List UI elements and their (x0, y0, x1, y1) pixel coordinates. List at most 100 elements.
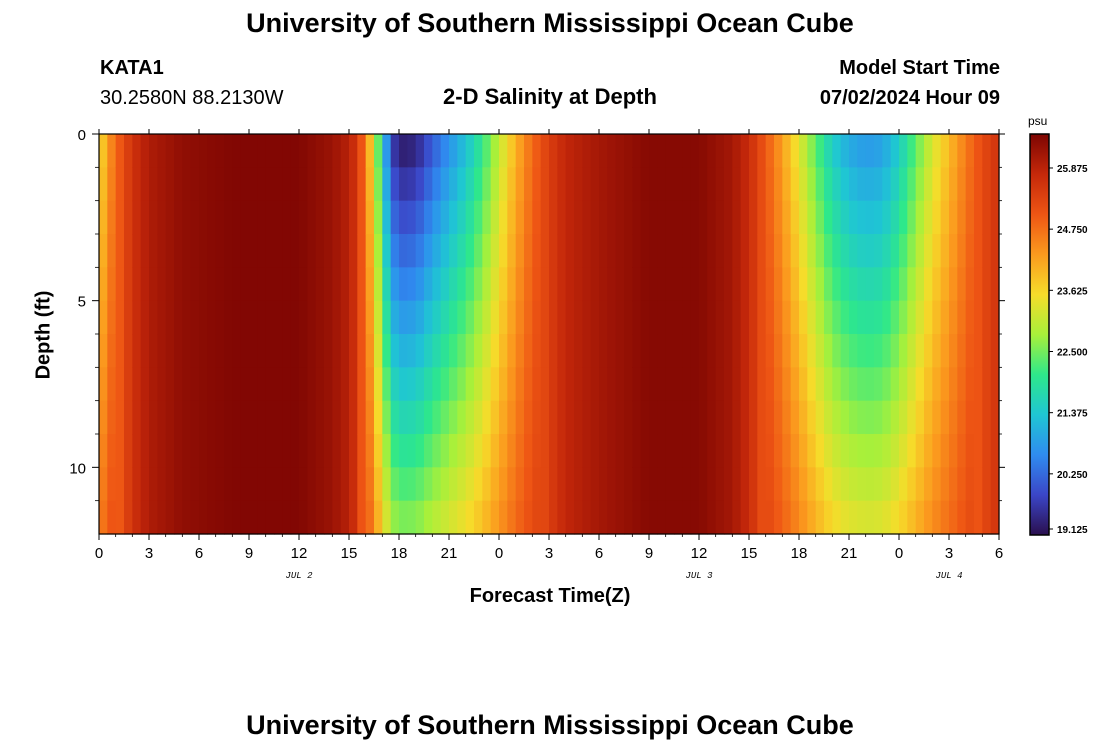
heatmap-cell (465, 167, 475, 202)
day-label: JUL 2 (285, 571, 313, 581)
heatmap-cell (165, 467, 175, 502)
heatmap-cell (207, 434, 217, 468)
heatmap-cell (907, 400, 917, 435)
heatmap-cell (815, 400, 825, 435)
heatmap-cell (840, 200, 850, 235)
heatmap-cell (674, 300, 683, 335)
heatmap-cell (424, 367, 433, 402)
heatmap-cell (149, 167, 158, 202)
heatmap-cell (724, 134, 733, 168)
heatmap-cell (315, 400, 325, 435)
heatmap-cell (857, 500, 867, 535)
heatmap-cell (790, 500, 800, 535)
heatmap-cell (282, 467, 292, 502)
heatmap-cell (799, 134, 808, 168)
x-tick-label: 9 (245, 545, 253, 562)
heatmap-cell (182, 200, 192, 235)
heatmap-cell (799, 267, 808, 302)
heatmap-cell (382, 200, 392, 235)
heatmap-cell (807, 367, 817, 402)
heatmap-cell (307, 267, 317, 302)
heatmap-cell (215, 367, 225, 402)
heatmap-cell (307, 334, 317, 368)
heatmap-cell (657, 300, 667, 335)
heatmap-cell (365, 334, 375, 368)
heatmap-cell (632, 400, 642, 435)
heatmap-cell (274, 400, 283, 435)
heatmap-cell (782, 400, 792, 435)
heatmap-cell (690, 167, 700, 202)
heatmap-cell (590, 400, 600, 435)
heatmap-cell (857, 400, 867, 435)
heatmap-cell (599, 300, 608, 335)
heatmap-cell (190, 300, 200, 335)
heatmap-cell (190, 467, 200, 502)
heatmap-cell (115, 400, 125, 435)
heatmap-cell (715, 300, 725, 335)
heatmap-cell (174, 500, 183, 535)
heatmap-cell (274, 300, 283, 335)
heatmap-cell (765, 367, 775, 402)
chart-title: 2-D Salinity at Depth (443, 84, 657, 109)
heatmap-cell (199, 400, 208, 435)
heatmap-cell (399, 300, 408, 335)
colorbar-tick-label: 24.750 (1057, 225, 1088, 236)
heatmap-cell (815, 167, 825, 202)
heatmap-cell (465, 300, 475, 335)
heatmap-cell (340, 300, 350, 335)
heatmap-cell (890, 267, 900, 302)
heatmap-cell (674, 400, 683, 435)
heatmap-cell (932, 434, 942, 468)
heatmap-cell (482, 334, 492, 368)
heatmap-cell (107, 300, 117, 335)
heatmap-cell (215, 167, 225, 202)
heatmap-cell (299, 300, 308, 335)
heatmap-cell (565, 367, 575, 402)
heatmap-cell (515, 167, 525, 202)
heatmap-cell (415, 434, 425, 468)
heatmap-cell (524, 434, 533, 468)
heatmap-cell (157, 434, 167, 468)
heatmap-cell (599, 167, 608, 202)
heatmap-cell (799, 400, 808, 435)
heatmap-cell (824, 134, 833, 168)
heatmap-cell (532, 234, 542, 268)
heatmap-cell (707, 500, 717, 535)
heatmap-cell (149, 400, 158, 435)
heatmap-cell (449, 434, 458, 468)
heatmap-cell (382, 167, 392, 202)
heatmap-cell (549, 467, 558, 502)
heatmap-cell (524, 334, 533, 368)
heatmap-cell (865, 200, 875, 235)
heatmap-cell (99, 367, 108, 402)
heatmap-cell (882, 400, 892, 435)
heatmap-cell (799, 500, 808, 535)
heatmap-cell (757, 200, 767, 235)
heatmap-cell (257, 267, 267, 302)
heatmap-cell (949, 367, 958, 402)
heatmap-cell (524, 134, 533, 168)
heatmap-cell (315, 300, 325, 335)
heatmap-cell (599, 134, 608, 168)
heatmap-cell (265, 167, 275, 202)
heatmap-cell (390, 400, 400, 435)
heatmap-cell (615, 167, 625, 202)
heatmap-cell (640, 400, 650, 435)
heatmap-cell (615, 400, 625, 435)
heatmap-cell (807, 334, 817, 368)
heatmap-cell (499, 234, 508, 268)
heatmap-cell (990, 267, 1000, 302)
heatmap-cell (374, 400, 383, 435)
heatmap-cell (457, 400, 467, 435)
heatmap-cell (249, 167, 258, 202)
heatmap-cell (240, 500, 250, 535)
heatmap-cell (332, 434, 342, 468)
heatmap-cell (507, 267, 517, 302)
heatmap-cell (182, 267, 192, 302)
heatmap-cell (765, 400, 775, 435)
heatmap-cell (532, 167, 542, 202)
heatmap-cell (265, 234, 275, 268)
heatmap-cell (607, 134, 617, 168)
heatmap-cell (332, 500, 342, 535)
heatmap-cell (657, 234, 667, 268)
